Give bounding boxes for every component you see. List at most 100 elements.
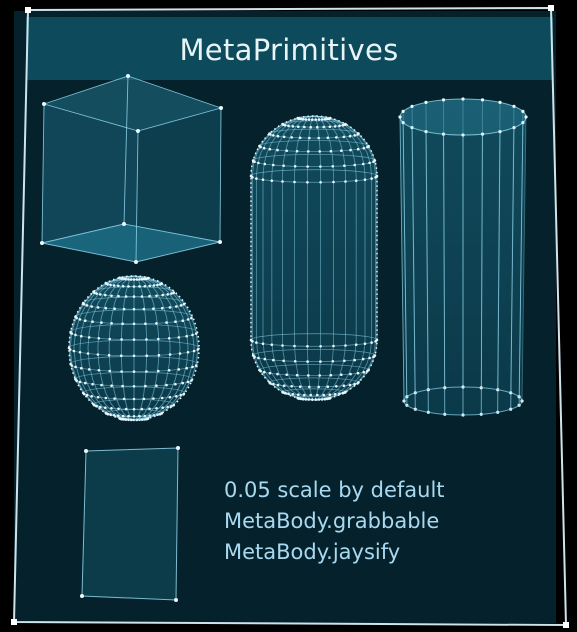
frame-corner-handle[interactable] [563, 622, 569, 628]
wire-edge [294, 115, 315, 401]
vertex-dot [361, 162, 365, 166]
vertex-dot [368, 356, 371, 360]
vertex-dot [148, 294, 151, 298]
vertex-dot [306, 181, 309, 184]
vertex-dot [91, 382, 94, 386]
vertex-dot [285, 149, 289, 152]
vertex-dot [304, 118, 308, 121]
frame-corner-handle[interactable] [548, 5, 554, 11]
cube-primitive[interactable] [40, 74, 223, 264]
vertex-dot [342, 135, 346, 139]
vertex-dot [306, 165, 309, 168]
vertex-dot [129, 418, 133, 422]
vertex-dot [110, 407, 113, 410]
sphere-primitive[interactable] [67, 275, 200, 422]
vertex-dot [117, 284, 120, 288]
vertex-dot [282, 164, 285, 167]
vertex-dot [498, 130, 502, 134]
vertex-dot [480, 98, 485, 102]
vertex-dot [117, 407, 120, 411]
vertex-dot [87, 368, 91, 371]
vertex-dot [124, 407, 128, 411]
vertex-dot [90, 395, 93, 398]
cube-face [44, 76, 221, 131]
vertex-dot [317, 398, 321, 401]
vertex-dot [291, 125, 295, 128]
vertex-dot [75, 316, 78, 320]
plane-primitive[interactable] [80, 446, 180, 602]
vertex-dot [138, 278, 141, 281]
vertex-dot [356, 147, 360, 151]
wire-edge [133, 275, 195, 421]
vertex-dot [160, 306, 164, 310]
vertex-dot [255, 341, 258, 344]
vertex-dot [263, 357, 267, 361]
wire-edge [521, 116, 527, 402]
wire-edge [497, 102, 501, 390]
wire-edge [135, 241, 221, 263]
vertex-dot [261, 342, 265, 346]
vertex-dot [316, 125, 319, 129]
vertex-dot [174, 320, 177, 324]
vertex-dot [498, 100, 502, 104]
vertex-dot [78, 351, 82, 354]
frame-corner-handle[interactable] [11, 619, 17, 625]
vertex-dot [335, 136, 338, 139]
vertex-dot [78, 380, 82, 384]
vertex-dot [218, 240, 222, 244]
vertex-dot [157, 337, 160, 341]
vertex-dot [178, 352, 182, 355]
vertex-dot [127, 278, 130, 281]
wire-edge [262, 115, 315, 401]
wire-edge [510, 106, 515, 393]
vertex-dot [272, 134, 275, 137]
vertex-dot [293, 180, 296, 184]
vertex-dot [127, 414, 130, 418]
vertex-dot [323, 118, 327, 121]
cylinder-primitive[interactable] [398, 97, 528, 417]
vertex-dot [349, 148, 352, 152]
vertex-dot [368, 161, 371, 165]
vertex-dot [78, 318, 82, 321]
vertex-dot [165, 321, 168, 324]
vertex-dot [333, 125, 337, 128]
vertex-dot [138, 285, 141, 288]
vertex-dot [353, 358, 357, 362]
vertex-dot [329, 373, 333, 377]
vertex-dot [155, 322, 158, 325]
wire-edge [97, 275, 135, 421]
vertex-dot [370, 341, 373, 344]
vertex-dot [104, 306, 108, 310]
vertex-dot [120, 370, 123, 373]
vertex-dot [282, 384, 286, 388]
wire-edge [87, 275, 135, 421]
vertex-dot [121, 322, 124, 326]
vertex-dot [285, 373, 289, 377]
vertex-dot [344, 180, 347, 183]
vertex-dot [262, 370, 266, 374]
cube-face [42, 104, 138, 262]
vertex-dot [307, 374, 310, 377]
info-block: 0.05 scale by default MetaBody.grabbable… [224, 478, 445, 564]
wire-edge [137, 107, 222, 132]
frame-corner-handle[interactable] [25, 7, 31, 13]
vertex-dot [140, 407, 144, 411]
vertex-dot [104, 293, 107, 297]
vertex-dot [146, 417, 150, 420]
wire-edge [497, 131, 501, 413]
vertex-dot [136, 129, 140, 133]
vertex-dot [191, 365, 194, 369]
vertex-dot [348, 383, 352, 387]
vertex-dot [308, 385, 311, 389]
capsule-primitive[interactable] [249, 115, 379, 401]
vertex-dot [177, 336, 181, 339]
wire-edge [41, 103, 45, 244]
vertex-dot [132, 295, 136, 298]
capsule-outline [250, 115, 378, 401]
wire-edge [251, 115, 315, 401]
wire-edge [73, 275, 135, 421]
vertex-dot [322, 393, 326, 397]
wire-edge [443, 134, 446, 415]
vertex-dot [152, 397, 155, 400]
vertex-dot [276, 148, 279, 152]
